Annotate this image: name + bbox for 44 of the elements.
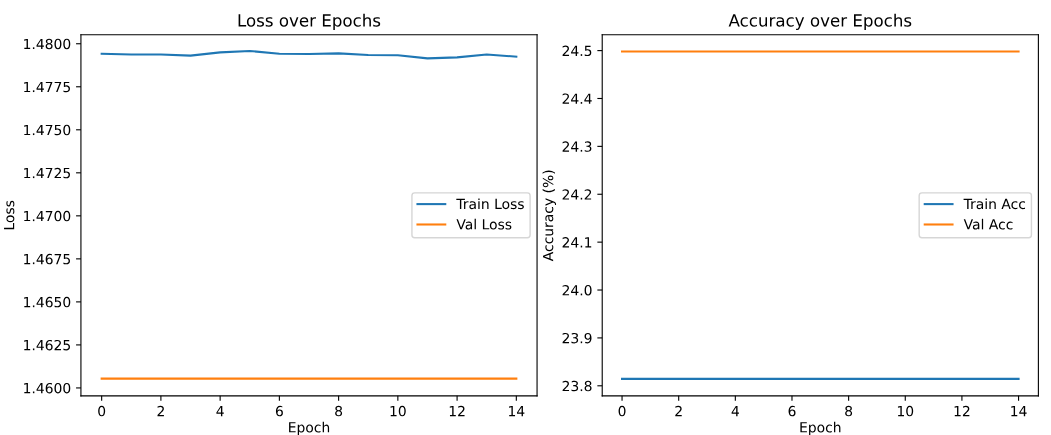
x-tick-label: 14 xyxy=(1011,406,1027,417)
y-tick-label: 24.4 xyxy=(562,93,592,104)
y-tick-label: 1.4700 xyxy=(24,210,71,222)
y-tick-label: 24.1 xyxy=(562,237,592,248)
y-tick-label: 24.2 xyxy=(562,189,592,200)
line-series xyxy=(100,49,518,60)
x-tick-label: 8 xyxy=(335,405,343,417)
x-tick-label: 4 xyxy=(216,406,224,417)
y-tick-label: 1.4725 xyxy=(24,167,70,179)
x-tick-label: 6 xyxy=(788,405,796,417)
y-tick-label: 23.8 xyxy=(562,380,592,392)
chart-title: Loss over Epochs xyxy=(238,13,381,30)
x-tick-label: 10 xyxy=(897,405,914,417)
x-tick-label: 10 xyxy=(390,405,406,417)
y-tick-label: 24.0 xyxy=(562,284,592,296)
x-tick-label: 0 xyxy=(98,405,106,417)
x-tick-label: 12 xyxy=(449,405,465,417)
legend-label: Train Loss xyxy=(456,198,524,210)
y-tick-label: 1.4750 xyxy=(24,124,71,136)
y-tick-label: 24.3 xyxy=(562,141,592,152)
x-axis-title: Epoch xyxy=(800,421,841,435)
y-tick-label: 24.5 xyxy=(562,45,592,57)
y-axis-title: Accuracy (%) xyxy=(542,170,557,262)
y-tick-label: 1.4675 xyxy=(24,253,70,265)
x-tick-label: 12 xyxy=(954,405,970,417)
y-tick-label: 23.9 xyxy=(562,332,592,344)
legend-label: Train Acc xyxy=(963,198,1026,210)
x-tick-label: 14 xyxy=(509,406,525,417)
y-tick-label: 1.4800 xyxy=(24,38,71,50)
x-tick-label: 4 xyxy=(731,406,739,417)
x-tick-label: 6 xyxy=(275,405,283,417)
x-tick-label: 2 xyxy=(157,405,164,417)
x-tick-label: 2 xyxy=(675,405,682,417)
x-tick-label: 8 xyxy=(845,405,853,417)
legend-label: Val Loss xyxy=(456,218,512,230)
y-tick-label: 1.4775 xyxy=(24,81,70,93)
y-tick-label: 1.4625 xyxy=(24,339,70,351)
x-tick-label: 0 xyxy=(618,405,626,417)
y-tick-label: 1.4600 xyxy=(24,382,71,394)
y-axis-title: Loss xyxy=(4,200,15,230)
chart-title: Accuracy over Epochs xyxy=(728,13,912,30)
x-axis-title: Epoch xyxy=(289,421,330,435)
legend-label: Val Acc xyxy=(963,218,1013,230)
y-tick-label: 1.4650 xyxy=(24,296,71,308)
